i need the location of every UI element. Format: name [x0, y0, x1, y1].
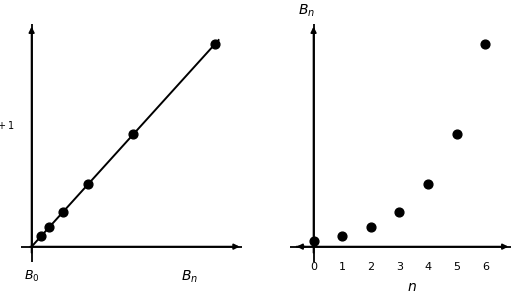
Point: [395, 209, 404, 214]
Point: [59, 209, 67, 214]
Text: 2: 2: [367, 262, 374, 272]
Point: [453, 132, 461, 136]
Point: [211, 42, 219, 46]
Text: $B_n$: $B_n$: [298, 3, 315, 19]
Point: [37, 234, 45, 238]
Text: 6: 6: [482, 262, 489, 272]
Text: $B_0$: $B_0$: [24, 269, 40, 284]
Text: 3: 3: [396, 262, 403, 272]
Text: 1: 1: [339, 262, 346, 272]
Point: [129, 132, 138, 136]
Text: $B_n$: $B_n$: [181, 269, 198, 285]
Text: $n$: $n$: [407, 280, 417, 294]
Point: [84, 182, 92, 187]
Text: 0: 0: [310, 262, 317, 272]
Point: [424, 182, 432, 187]
Point: [481, 42, 490, 46]
Point: [45, 225, 53, 230]
Point: [309, 238, 318, 243]
Text: 4: 4: [425, 262, 432, 272]
Point: [367, 225, 375, 230]
Text: 5: 5: [453, 262, 460, 272]
Text: $B_{n+1}$: $B_{n+1}$: [0, 116, 15, 132]
Point: [338, 234, 346, 238]
